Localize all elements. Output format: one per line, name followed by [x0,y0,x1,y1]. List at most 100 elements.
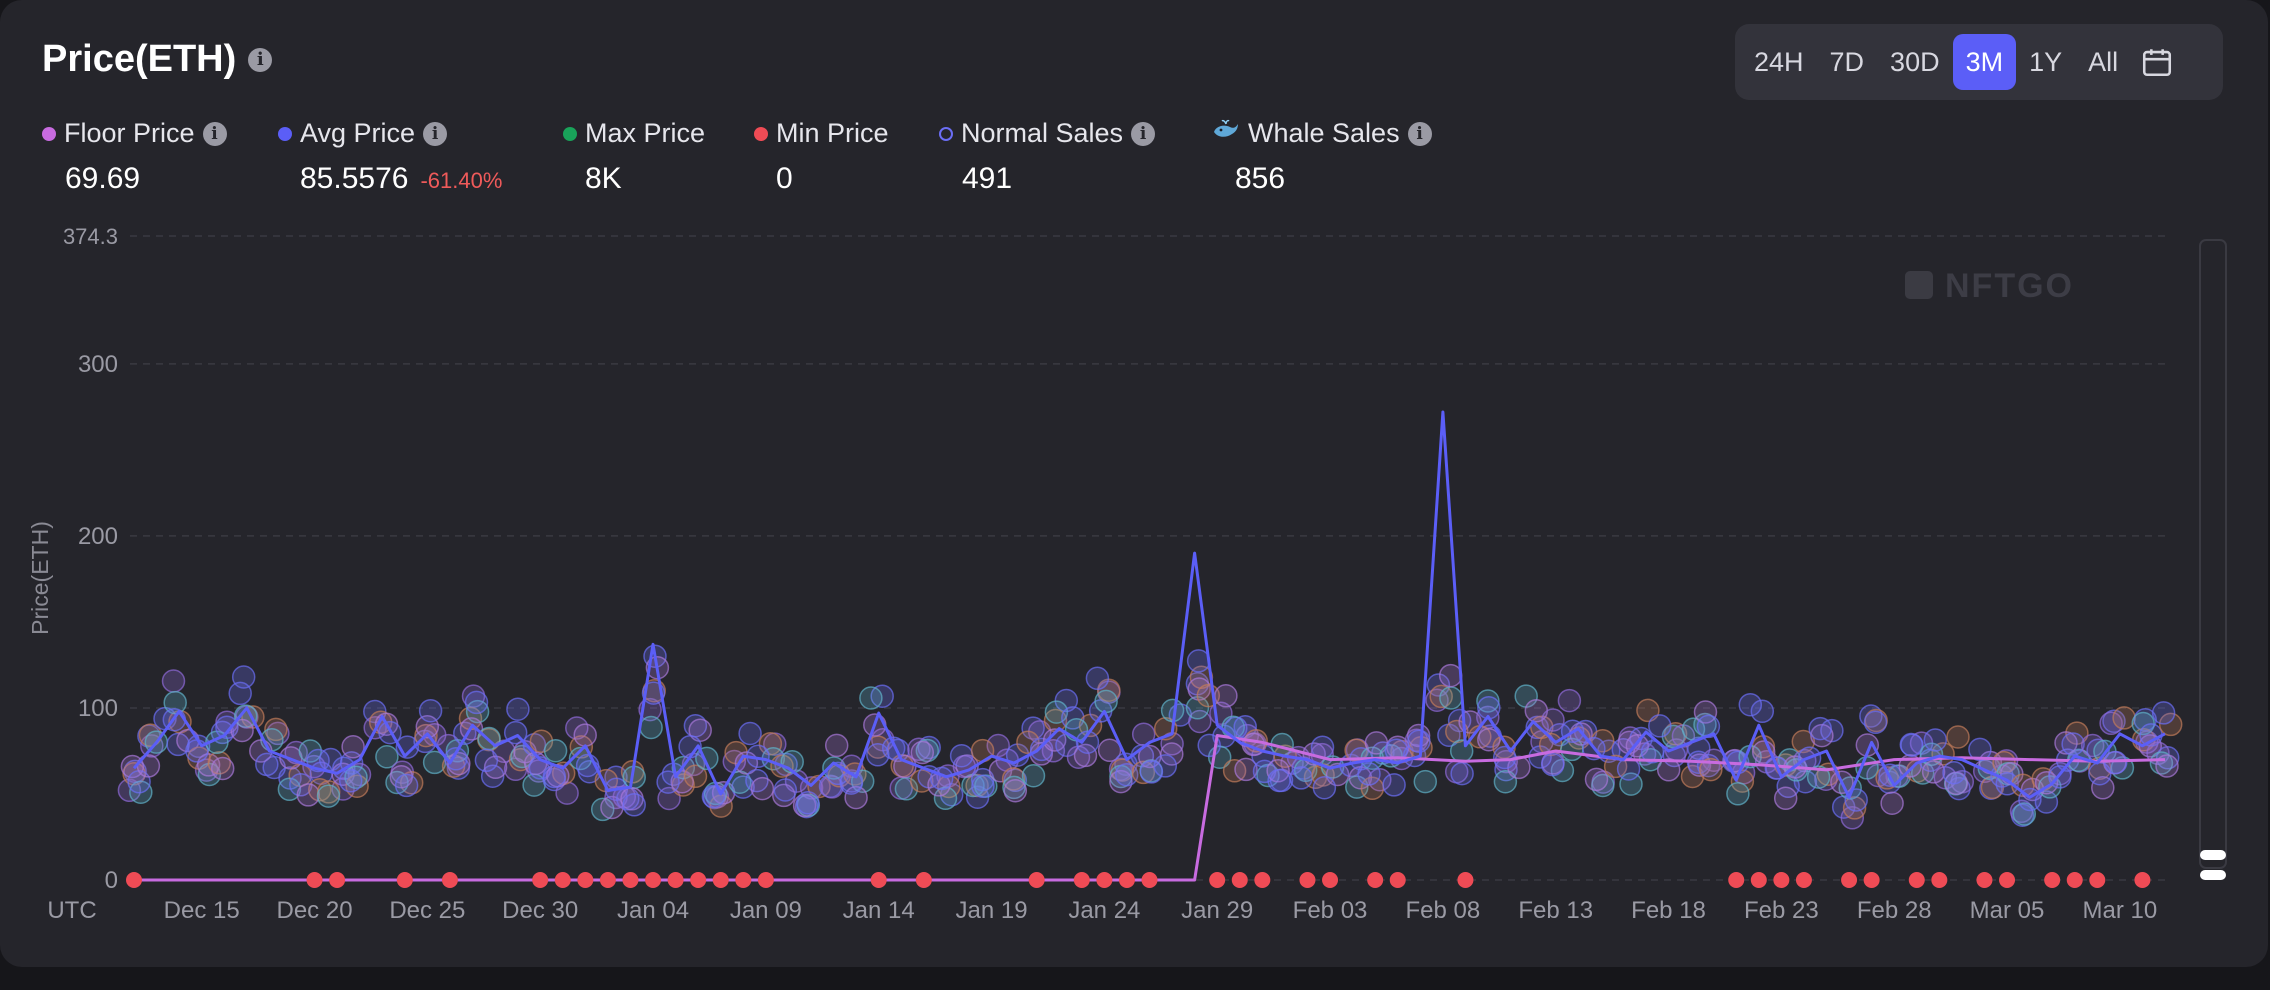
sale-point[interactable] [210,756,235,781]
sale-point[interactable] [464,690,489,715]
sale-point[interactable] [1946,725,1970,749]
info-icon[interactable]: i [202,121,227,146]
min-price-legend[interactable]: Min Price 0 [754,118,889,195]
sale-point[interactable] [859,686,883,710]
sale-point[interactable] [1449,739,1474,763]
normal-sales-legend[interactable]: Normal Sales i 491 [939,118,1156,195]
sale-point[interactable] [1021,763,1046,788]
sale-point[interactable] [215,715,239,740]
range-1y-button[interactable]: 1Y [2029,46,2063,77]
sale-point[interactable] [622,793,646,817]
sale-point[interactable] [1266,759,1290,783]
sale-point[interactable] [1493,769,1518,794]
sale-point[interactable] [971,774,995,799]
sale-point[interactable] [1003,778,1028,803]
sale-point[interactable] [773,778,798,802]
sale-point[interactable] [2158,712,2183,737]
sale-point[interactable] [1160,742,1184,766]
whale-sales-legend[interactable]: Whale Sales i 856 [1212,118,1432,195]
sale-point[interactable] [656,770,680,794]
sale-point[interactable] [161,669,186,693]
sale-point[interactable] [338,769,363,793]
sale-point[interactable] [2099,711,2123,736]
sale-point[interactable] [1584,767,1609,792]
sale-point[interactable] [844,785,868,810]
sale-point[interactable] [1900,733,1924,757]
sale-point[interactable] [1863,710,1888,735]
sale-point[interactable] [1312,775,1337,800]
range-7d-button[interactable]: 7D [1829,46,1865,77]
sale-point[interactable] [1075,730,1100,754]
sale-point[interactable] [1042,728,1067,752]
sale-point[interactable] [2131,711,2155,736]
sale-point[interactable] [2034,770,2059,795]
sale-point[interactable] [1702,748,1726,772]
sale-point[interactable] [1942,760,1966,785]
sale-point[interactable] [2034,790,2059,814]
sale-point[interactable] [418,698,443,723]
sale-point[interactable] [949,743,974,768]
sale-point[interactable] [228,681,252,706]
sale-point[interactable] [758,731,783,756]
sale-point[interactable] [1773,786,1798,811]
sale-point[interactable] [1968,737,1992,762]
range-all-button[interactable]: All [2088,46,2119,77]
sale-point[interactable] [2091,776,2115,800]
sale-point[interactable] [197,762,222,787]
sale-point[interactable] [233,704,258,728]
sale-point[interactable] [1476,689,1500,713]
sale-point[interactable] [824,733,849,758]
sale-point[interactable] [1097,738,1122,763]
sale-point[interactable] [933,786,958,811]
max-price-legend[interactable]: Max Price 8K [563,118,705,195]
sale-point[interactable] [465,699,490,724]
sale-point[interactable] [796,791,820,815]
sale-point[interactable] [738,721,762,746]
sale-point[interactable] [1407,729,1431,753]
sale-point[interactable] [907,737,931,762]
sale-point[interactable] [1413,769,1438,794]
sale-point[interactable] [881,736,906,760]
sale-point[interactable] [1477,727,1501,752]
sale-point[interactable] [573,723,597,747]
sale-point[interactable] [986,733,1010,758]
sale-point[interactable] [1590,729,1615,753]
sale-point[interactable] [230,718,254,743]
sale-point[interactable] [1696,714,1721,739]
sale-point[interactable] [1357,762,1381,786]
sale-point[interactable] [2151,701,2176,725]
sale-point[interactable] [543,739,568,763]
sale-point[interactable] [1699,757,1723,782]
sale-point[interactable] [1094,689,1118,714]
sale-point[interactable] [910,769,934,793]
sale-point[interactable] [1384,738,1409,762]
sale-point[interactable] [1636,698,1660,723]
sale-point[interactable] [1016,730,1040,755]
sale-point[interactable] [1842,796,1867,820]
sale-point[interactable] [136,754,161,778]
sale-point[interactable] [529,729,554,753]
avg-price-legend[interactable]: Avg Price i 85.5576 -61.40% [278,118,502,195]
sale-point[interactable] [1844,788,1868,812]
info-icon[interactable]: i [1407,121,1432,146]
sale-point[interactable] [1085,666,1110,691]
sale-point[interactable] [1445,719,1469,744]
sale-point[interactable] [1438,663,1463,688]
sale-point[interactable] [1619,772,1643,796]
sale-point[interactable] [750,776,775,801]
calendar-icon[interactable] [2137,34,2177,90]
sale-point[interactable] [1693,700,1718,724]
sale-point[interactable] [1923,728,1948,752]
sale-point[interactable] [1153,754,1178,778]
sale-point[interactable] [1656,758,1681,782]
sale-point[interactable] [394,773,419,798]
sale-point[interactable] [1021,716,1045,740]
sale-point[interactable] [1429,684,1453,709]
sale-point[interactable] [590,797,615,822]
range-30d-button[interactable]: 30D [1890,46,1940,77]
sale-point[interactable] [1616,757,1641,781]
sale-point[interactable] [1808,716,1832,741]
sale-point[interactable] [316,784,341,808]
sale-point[interactable] [474,748,499,773]
sale-point[interactable] [1557,688,1582,713]
